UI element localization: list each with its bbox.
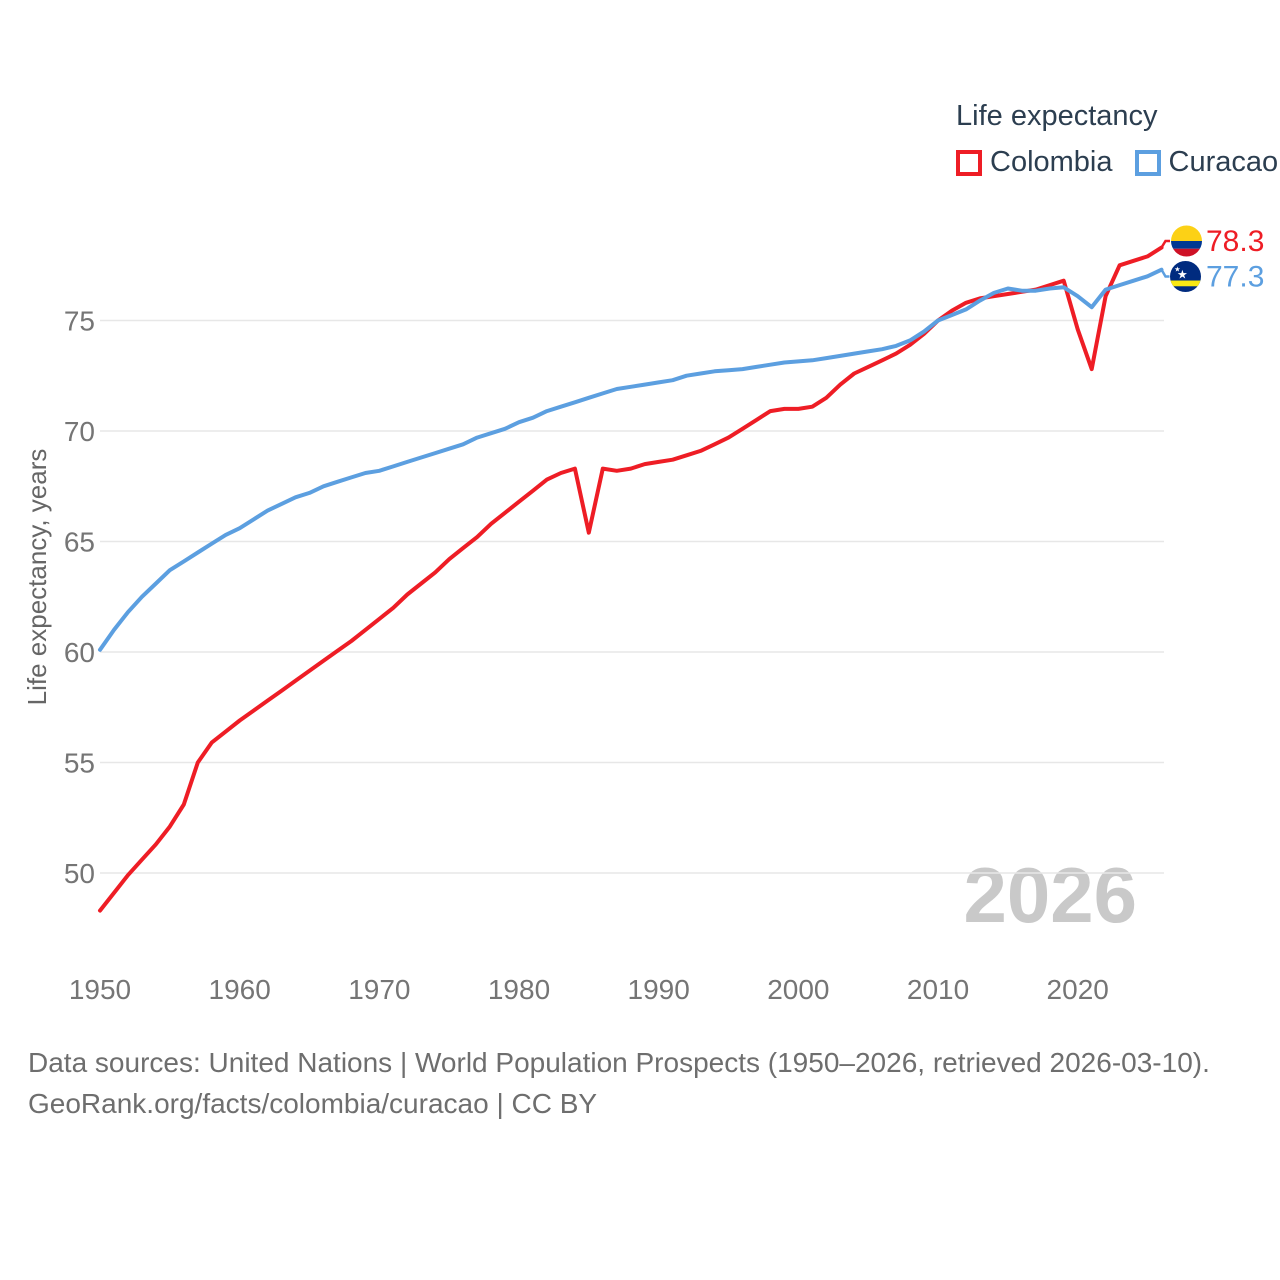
curacao-flag-icon: ★★ <box>1170 261 1201 292</box>
x-tick-label: 1950 <box>69 974 131 1005</box>
x-tick-label: 2020 <box>1047 974 1109 1005</box>
y-tick-label: 70 <box>64 416 95 447</box>
x-tick-label: 2000 <box>767 974 829 1005</box>
y-tick-label: 65 <box>64 527 95 558</box>
series-line-colombia[interactable] <box>98 245 1164 913</box>
legend-items: Colombia Curacao <box>956 146 1278 179</box>
end-label-leader <box>1160 269 1170 278</box>
x-tick-label: 2010 <box>907 974 969 1005</box>
end-label-curacao: ★★ 77.3 <box>1170 261 1264 294</box>
legend-label-colombia: Colombia <box>990 146 1113 178</box>
curacao-swatch-icon <box>1134 149 1161 176</box>
series-line-curacao[interactable] <box>98 267 1164 652</box>
watermark-year: 2026 <box>963 851 1137 939</box>
end-label-value: 78.3 <box>1206 225 1264 258</box>
x-tick-label: 1990 <box>628 974 690 1005</box>
y-tick-label: 60 <box>64 637 95 668</box>
x-tick-label: 1980 <box>488 974 550 1005</box>
legend-label-curacao: Curacao <box>1168 146 1279 178</box>
legend-item-curacao[interactable]: Curacao <box>1134 146 1279 179</box>
legend-title: Life expectancy <box>956 100 1158 132</box>
colombia-swatch-icon <box>956 149 982 176</box>
colombia-flag-icon <box>1171 225 1202 257</box>
life-expectancy-chart: 2026 50 55 60 65 70 75 1950 1960 1970 1980 1990 2000… <box>22 225 1264 1005</box>
end-label-colombia: 78.3 <box>1171 225 1264 258</box>
legend-item-colombia[interactable]: Colombia <box>956 146 1113 179</box>
svg-text:★: ★ <box>1174 266 1180 274</box>
x-tick-label: 1970 <box>348 974 410 1005</box>
footer-attribution: GeoRank.org/facts/colombia/curacao | CC … <box>28 1088 598 1119</box>
footer: Data sources: United Nations | World Pop… <box>28 1042 1210 1124</box>
footer-data-sources: Data sources: United Nations | World Pop… <box>28 1047 1210 1078</box>
legend: Life expectancy Colombia Curacao <box>956 100 1278 179</box>
svg-text:★: ★ <box>1177 268 1188 282</box>
end-label-value: 77.3 <box>1206 261 1264 294</box>
y-tick-label: 55 <box>64 748 95 779</box>
y-tick-label: 75 <box>64 306 95 337</box>
end-label-leader <box>1160 239 1170 249</box>
y-axis-title: Life expectancy, years <box>22 449 52 706</box>
y-tick-label: 50 <box>64 858 95 889</box>
x-tick-label: 1960 <box>209 974 271 1005</box>
